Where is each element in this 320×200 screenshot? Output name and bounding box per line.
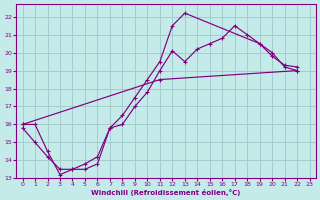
- X-axis label: Windchill (Refroidissement éolien,°C): Windchill (Refroidissement éolien,°C): [92, 189, 241, 196]
